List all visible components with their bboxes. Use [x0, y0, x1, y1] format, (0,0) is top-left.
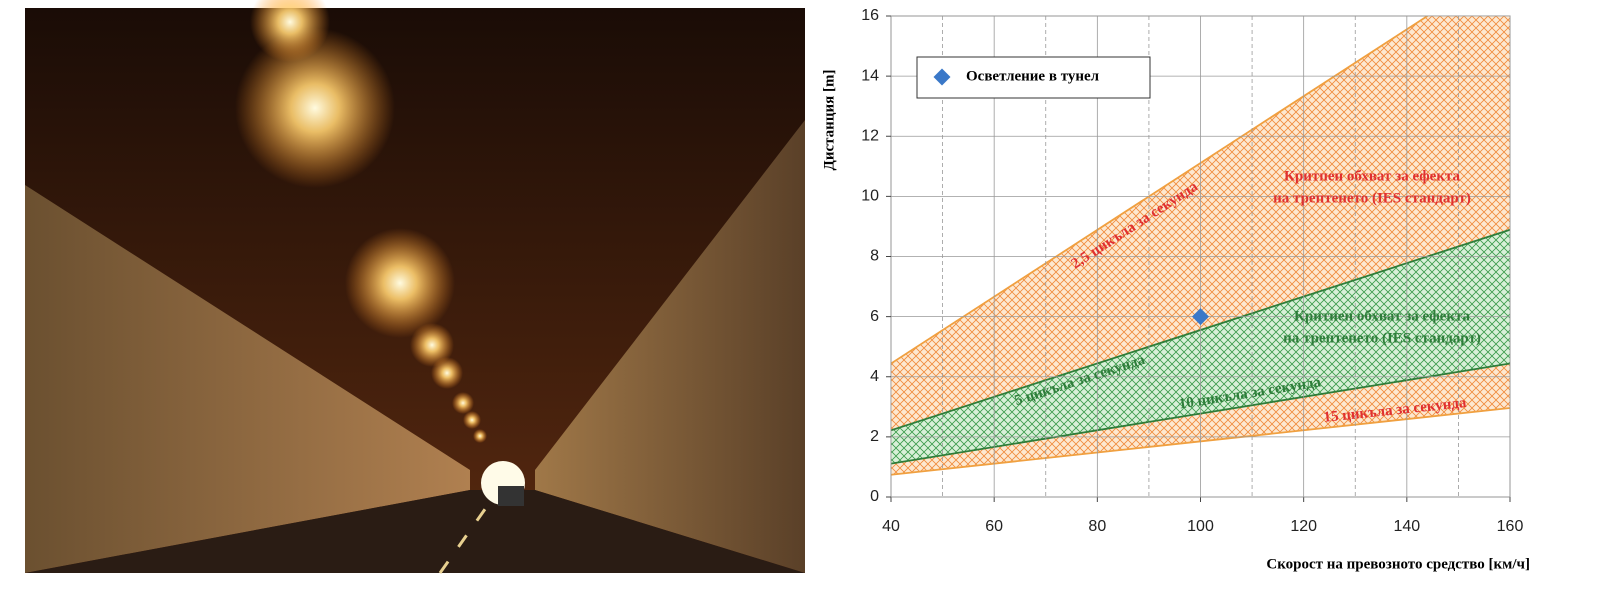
boundary-line	[891, 16, 1428, 365]
y-tick-label: 0	[870, 488, 879, 505]
legend-marker	[933, 68, 951, 86]
y-tick-label: 2	[870, 428, 879, 445]
x-tick-label: 60	[985, 518, 1003, 535]
y-tick-label: 10	[861, 188, 879, 205]
legend-box	[916, 56, 1151, 99]
x-tick-label: 80	[1088, 518, 1106, 535]
x-tick-label: 120	[1290, 518, 1317, 535]
annotation: Критпен обхват за ефекта	[1284, 168, 1461, 184]
y-tick-label: 6	[870, 308, 879, 325]
x-axis-label: Скорост на превозното средство [км/ч]	[1266, 556, 1530, 572]
y-tick-label: 8	[870, 248, 879, 265]
y-axis-label: Дистанция [m]	[821, 70, 837, 171]
x-tick-label: 40	[882, 518, 900, 535]
y-tick-label: 14	[861, 67, 879, 84]
tunnel-photo	[25, 0, 805, 574]
y-tick-label: 12	[861, 127, 879, 144]
annotation: на трептенето (IES стандарт)	[1273, 190, 1471, 206]
annotation: на трептенето (IES стандарт)	[1283, 330, 1481, 346]
y-tick-label: 16	[861, 7, 879, 24]
x-tick-label: 100	[1187, 518, 1214, 535]
x-tick-label: 160	[1497, 518, 1524, 535]
x-tick-label: 140	[1393, 518, 1420, 535]
y-tick-label: 4	[870, 368, 879, 385]
legend-label: Осветление в тунел	[966, 68, 1100, 84]
annotation: Критиен обхват за ефекта	[1294, 308, 1471, 324]
